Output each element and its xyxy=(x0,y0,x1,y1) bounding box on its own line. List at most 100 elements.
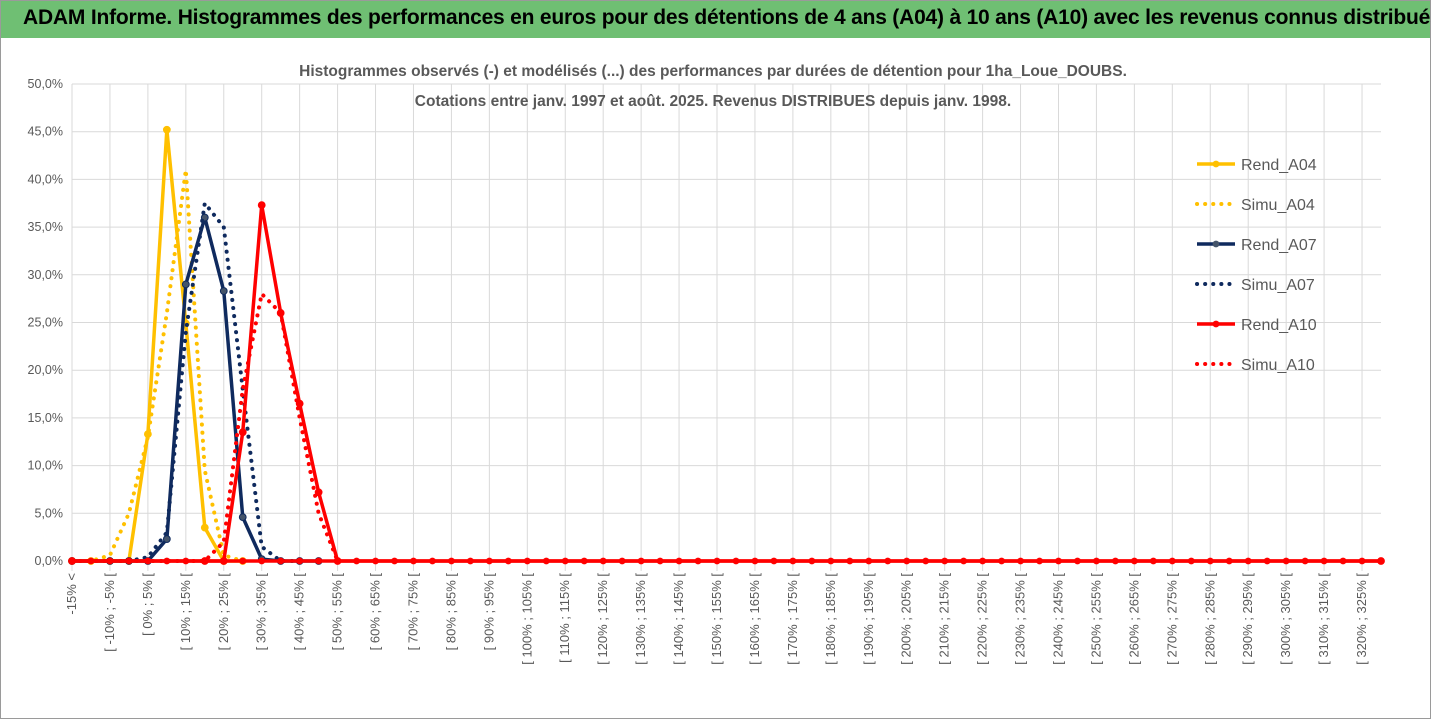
x-tick-label: [ 290% ; 295% [ xyxy=(1240,573,1255,665)
series-layer xyxy=(68,125,1385,565)
chart-grid xyxy=(71,83,1381,571)
zero-point xyxy=(1263,557,1271,565)
series-rend-a10-point xyxy=(295,399,304,408)
x-tick-label: [ 40% ; 45% [ xyxy=(292,573,307,651)
zero-point xyxy=(391,557,398,565)
x-tick-label: [ 310% ; 315% [ xyxy=(1316,573,1331,665)
zero-point xyxy=(334,557,341,565)
y-tick-label: 15,0% xyxy=(28,411,63,425)
zero-point xyxy=(466,557,474,565)
series-rend-a07-point xyxy=(181,280,190,289)
legend-item-rend-a07: Rend_A07 xyxy=(1197,237,1317,254)
x-tick-label: [ 230% ; 235% [ xyxy=(1013,573,1028,665)
y-tick-label: 40,0% xyxy=(28,172,63,186)
legend-label: Rend_A04 xyxy=(1241,157,1317,174)
series-rend-a07-point xyxy=(238,513,247,522)
zero-point xyxy=(1282,557,1290,565)
zero-point xyxy=(163,557,171,565)
zero-point xyxy=(960,557,968,565)
x-tick-label: [ 70% ; 75% [ xyxy=(405,573,420,651)
series-rend-a07-point xyxy=(162,535,171,543)
zero-point xyxy=(1055,557,1062,565)
zero-point xyxy=(808,557,816,565)
x-tick-label: [ 140% ; 145% [ xyxy=(671,573,686,665)
legend-item-simu-a10: Simu_A10 xyxy=(1195,357,1315,374)
x-tick-label: [ 90% ; 95% [ xyxy=(481,573,496,651)
zero-point xyxy=(68,557,76,565)
y-tick-label: 30,0% xyxy=(28,268,63,282)
zero-point xyxy=(125,557,133,565)
x-tick-label: [ 20% ; 25% [ xyxy=(216,573,231,651)
x-tick-label: [ 220% ; 225% [ xyxy=(975,573,990,665)
baseline-markers xyxy=(68,557,1385,565)
legend: Rend_A04 Simu_A04 Rend_A07 Simu_A07 Rend_A10… xyxy=(1195,157,1317,374)
x-tick-label: [ 160% ; 165% [ xyxy=(747,573,762,665)
legend-label: Rend_A07 xyxy=(1241,237,1317,254)
zero-point xyxy=(694,557,702,565)
zero-point xyxy=(372,557,379,565)
zero-point xyxy=(770,557,778,565)
zero-point xyxy=(656,557,664,565)
x-tick-label: [ 180% ; 185% [ xyxy=(823,573,838,665)
x-tick-label: [ 260% ; 265% [ xyxy=(1126,573,1141,665)
zero-point xyxy=(239,557,247,565)
legend-label: Simu_A07 xyxy=(1241,277,1315,294)
zero-point xyxy=(561,557,569,565)
series-rend-a04-point xyxy=(200,523,209,532)
zero-point xyxy=(922,557,930,565)
zero-point xyxy=(827,557,835,565)
zero-point xyxy=(979,557,987,565)
series-rend-a10-point xyxy=(314,488,323,497)
x-axis: -15% < [ -10% ; -5% [[ 0% ; 5% [[ 10% ; 1… xyxy=(64,560,1381,665)
zero-point xyxy=(87,557,95,565)
zero-point xyxy=(903,557,911,565)
x-tick-label: [ 300% ; 305% [ xyxy=(1278,573,1293,665)
zero-point xyxy=(277,557,285,565)
zero-point xyxy=(751,557,759,565)
x-tick-label: [ 100% ; 105% [ xyxy=(519,573,534,665)
zero-point xyxy=(846,557,854,565)
zero-point xyxy=(1168,557,1176,565)
legend-marker xyxy=(1212,240,1220,248)
series-simu-a07-line xyxy=(70,201,302,563)
series-rend-a04-line xyxy=(72,128,243,563)
histogram-chart: 0,0% 5,0% 10,0% 15,0% 20,0% 25,0% 30,0% 35,0% 40… xyxy=(28,63,1385,665)
zero-point xyxy=(884,557,892,565)
chart-subtitle: Cotations entre janv. 1997 et août. 2025… xyxy=(415,93,1011,110)
zero-point xyxy=(182,557,190,565)
series-simu-a04-line xyxy=(70,167,245,563)
legend-item-simu-a07: Simu_A07 xyxy=(1195,277,1315,294)
zero-point xyxy=(429,557,436,565)
y-tick-label: 35,0% xyxy=(28,220,63,234)
x-tick-label: [ 0% ; 5% [ xyxy=(140,573,155,636)
legend-item-rend-a10: Rend_A10 xyxy=(1197,317,1317,334)
zero-point xyxy=(1093,557,1100,565)
zero-point xyxy=(637,557,645,565)
zero-point xyxy=(1244,557,1252,565)
zero-point xyxy=(1149,557,1157,565)
zero-point xyxy=(144,557,152,565)
x-tick-label: [ 10% ; 15% [ xyxy=(178,573,193,651)
zero-point xyxy=(353,557,360,565)
zero-point xyxy=(201,557,209,565)
zero-point xyxy=(523,557,531,565)
report-title: ADAM Informe. Histogrammes des performan… xyxy=(23,6,1431,29)
zero-point xyxy=(789,557,797,565)
zero-point xyxy=(258,557,266,565)
x-tick-label: [ 320% ; 325% [ xyxy=(1354,573,1369,665)
zero-point xyxy=(1225,557,1233,565)
x-tick-label: [ 130% ; 135% [ xyxy=(633,573,648,665)
zero-point xyxy=(315,557,323,565)
zero-point xyxy=(1339,557,1347,565)
x-tick-label: [ 280% ; 285% [ xyxy=(1202,573,1217,665)
zero-point xyxy=(1301,557,1309,565)
zero-point xyxy=(1074,557,1081,565)
zero-point xyxy=(1036,557,1043,565)
zero-point xyxy=(106,557,114,565)
legend-marker xyxy=(1212,320,1220,328)
y-tick-label: 0,0% xyxy=(35,554,64,568)
zero-point xyxy=(1187,557,1195,565)
zero-point xyxy=(732,557,740,565)
series-rend-a04-point xyxy=(162,125,171,134)
